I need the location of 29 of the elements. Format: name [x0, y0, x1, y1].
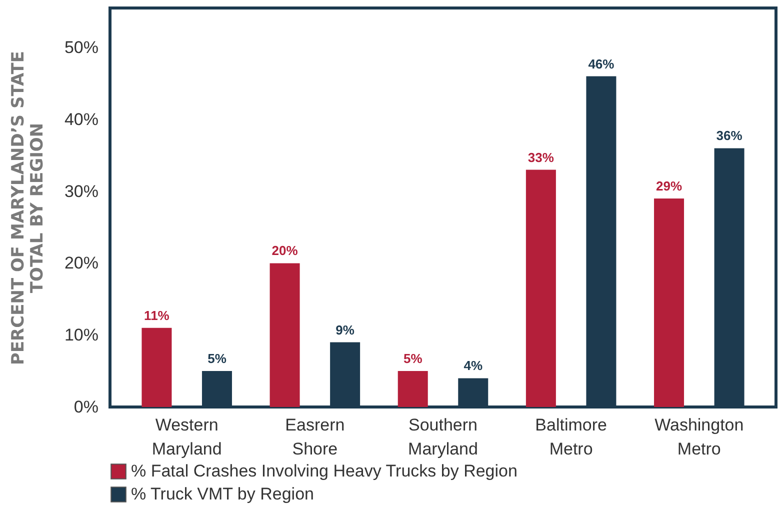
data-label: 11% [144, 308, 170, 323]
x-tick-label: Washington Metro [654, 416, 744, 458]
data-label: 5% [403, 351, 423, 366]
bar [398, 371, 428, 407]
y-tick-label: 20% [64, 254, 98, 273]
y-tick-label: 10% [64, 326, 98, 345]
bar [654, 198, 684, 407]
data-label: 9% [336, 322, 355, 338]
y-axis-title: PERCENT OF MARYLAND’S STATE TOTAL BY REGION [8, 50, 48, 366]
data-label: 33% [528, 150, 554, 165]
bar [526, 170, 556, 407]
y-tick-label: 50% [64, 38, 98, 58]
legend-label: % Truck VMT by Region [131, 484, 314, 504]
data-label: 5% [208, 351, 227, 366]
x-tick-label: Western Maryland [152, 416, 222, 458]
data-label: 46% [588, 56, 615, 72]
data-label: 36% [716, 128, 743, 144]
legend-label: % Fatal Crashes Involving Heavy Trucks by Region [131, 462, 518, 480]
data-label: 20% [272, 243, 298, 258]
bar [270, 263, 300, 407]
y-tick-label: 40% [64, 110, 98, 129]
data-label: 29% [656, 178, 682, 194]
x-tick-label: Easrern Shore [285, 416, 345, 458]
y-tick-label: 30% [64, 182, 98, 201]
x-tick-label: Baltimore Metro [535, 416, 607, 458]
y-tick-label: 0% [74, 398, 98, 416]
x-tick-label: Southern Maryland [408, 416, 478, 458]
data-label: 4% [464, 358, 483, 374]
bar [142, 328, 172, 407]
